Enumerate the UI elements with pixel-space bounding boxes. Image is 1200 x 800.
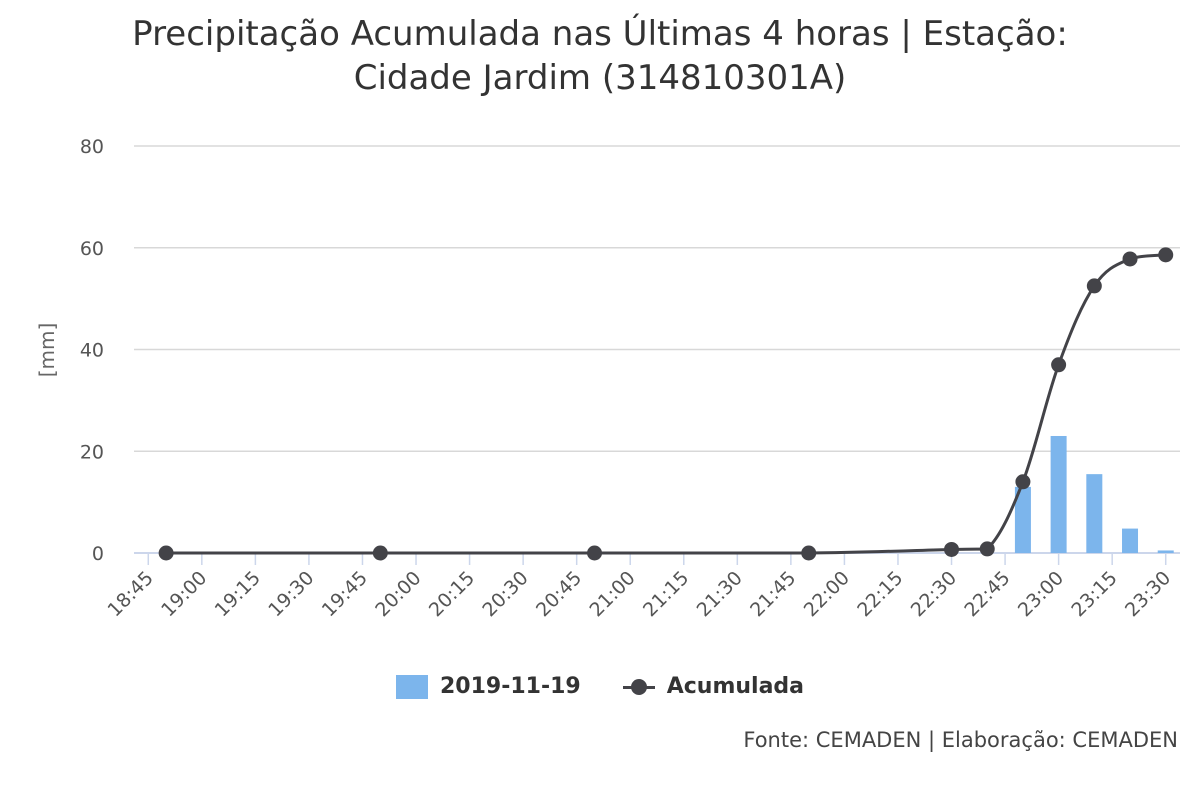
y-tick-label: 60 — [80, 238, 104, 260]
x-tick-label: 23:00 — [1014, 567, 1068, 621]
legend-label-line: Acumulada — [666, 674, 805, 699]
x-tick-label: 19:30 — [264, 567, 318, 621]
bar[interactable] — [1157, 550, 1174, 553]
y-tick-label: 40 — [80, 340, 104, 362]
bar[interactable] — [1050, 435, 1067, 553]
bar[interactable] — [1014, 486, 1031, 553]
chart-title: Precipitação Acumulada nas Últimas 4 hor… — [0, 12, 1200, 100]
legend-label-bars: 2019-11-19 — [439, 674, 581, 699]
x-tick-label: 20:30 — [478, 567, 532, 621]
line-point[interactable] — [801, 545, 817, 561]
y-axis-label: [mm] — [35, 323, 59, 378]
chart-title-line2: Cidade Jardim (314810301A) — [353, 58, 847, 98]
x-tick-label: 22:30 — [907, 567, 961, 621]
bar-series — [1014, 435, 1174, 553]
bar[interactable] — [1086, 474, 1103, 553]
legend-item-line[interactable]: Acumulada — [622, 674, 805, 699]
line-point[interactable] — [1122, 251, 1138, 267]
line-point[interactable] — [158, 545, 174, 561]
chart-title-line1: Precipitação Acumulada nas Últimas 4 hor… — [132, 14, 1068, 54]
x-tick-label: 23:30 — [1121, 567, 1175, 621]
x-tick-label: 20:45 — [532, 567, 586, 621]
x-tick-label: 20:15 — [425, 567, 479, 621]
x-tick-label: 21:15 — [639, 567, 693, 621]
x-tick-label: 19:45 — [318, 567, 372, 621]
bar[interactable] — [1122, 528, 1139, 553]
x-tick-label: 22:45 — [960, 567, 1014, 621]
line-point[interactable] — [1051, 357, 1067, 373]
x-tick-label: 23:15 — [1067, 567, 1121, 621]
x-tick-label: 22:00 — [800, 567, 854, 621]
legend-item-bars[interactable]: 2019-11-19 — [395, 674, 581, 699]
x-tick-label: 21:30 — [693, 567, 747, 621]
y-tick-label: 0 — [92, 543, 104, 565]
line-point[interactable] — [1158, 247, 1174, 263]
x-tick-label: 21:45 — [746, 567, 800, 621]
x-tick-label: 18:45 — [104, 567, 158, 621]
line-point[interactable] — [372, 545, 388, 561]
y-tick-label: 80 — [80, 136, 104, 158]
line-point[interactable] — [979, 541, 995, 557]
line-series — [158, 247, 1174, 561]
y-tick-label: 20 — [80, 441, 104, 463]
line-point[interactable] — [587, 545, 603, 561]
legend-line-marker-icon — [622, 675, 655, 699]
x-tick-label: 19:15 — [211, 567, 265, 621]
x-tick-label: 21:00 — [585, 567, 639, 621]
legend-bar-swatch-icon — [395, 674, 428, 699]
credits: Fonte: CEMADEN | Elaboração: CEMADEN — [743, 728, 1178, 752]
x-tick-label: 22:15 — [853, 567, 907, 621]
x-tick-label: 19:00 — [157, 567, 211, 621]
line-point[interactable] — [1086, 278, 1102, 294]
legend: 2019-11-19 Acumulada — [0, 674, 1200, 699]
line-point[interactable] — [1015, 474, 1031, 490]
line-point[interactable] — [944, 541, 960, 557]
x-tick-label: 20:00 — [371, 567, 425, 621]
